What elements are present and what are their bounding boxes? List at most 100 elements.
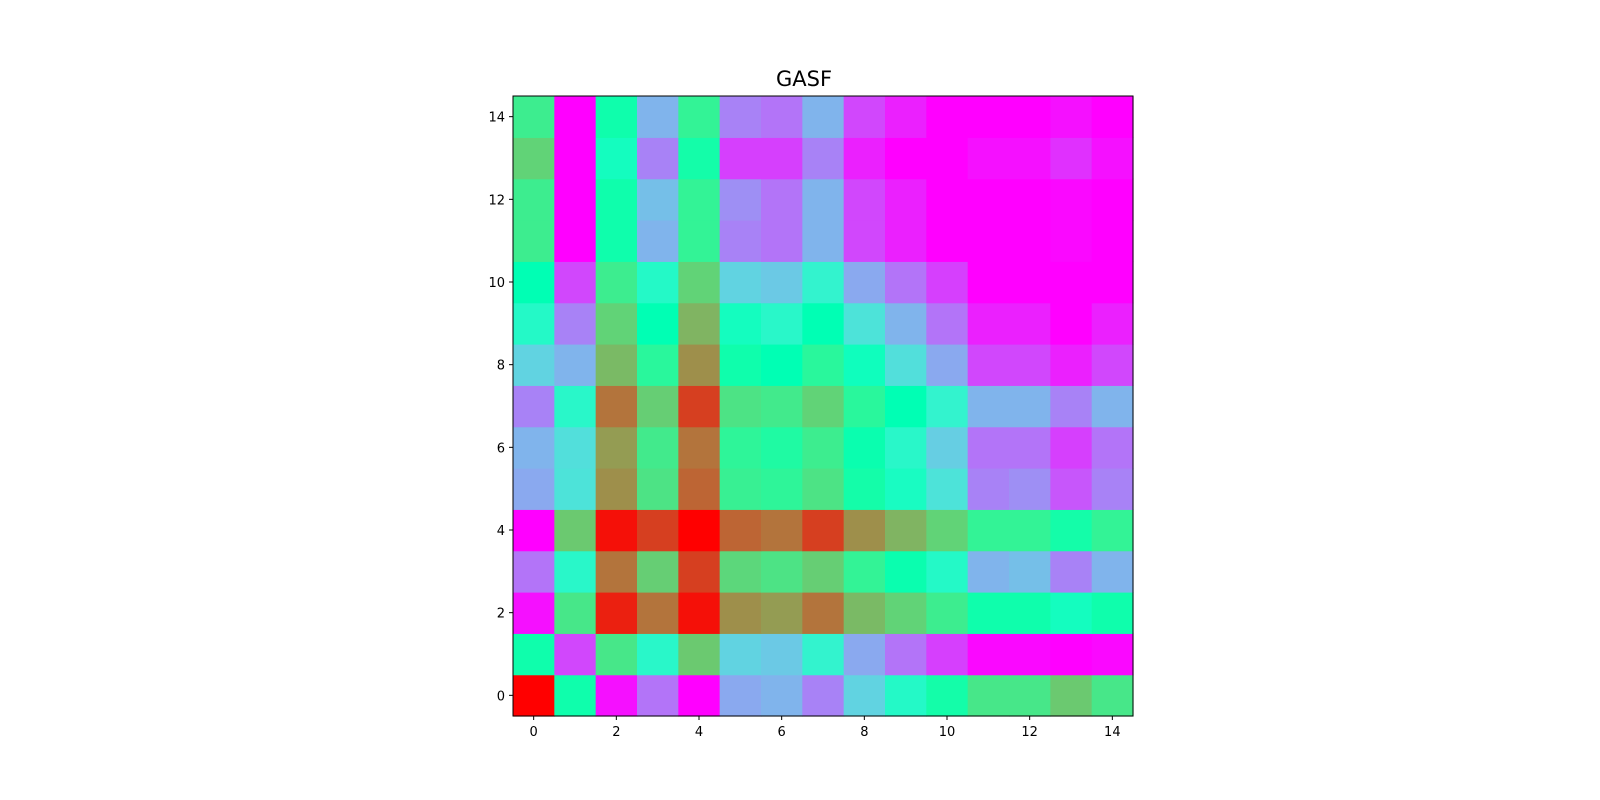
heatmap-cell-2-12 xyxy=(1009,592,1051,634)
heatmap-cell-5-13 xyxy=(1050,468,1093,510)
heatmap-cell-3-8 xyxy=(843,550,886,593)
heatmap-cell-0-5 xyxy=(719,674,762,717)
heatmap-cell-9-12 xyxy=(1009,302,1051,345)
heatmap-cell-9-10 xyxy=(926,302,969,345)
heatmap-cell-9-8 xyxy=(843,302,886,345)
heatmap-cell-3-2 xyxy=(595,550,638,593)
heatmap-cell-11-5 xyxy=(719,220,762,262)
plot-frame xyxy=(512,95,1134,717)
heatmap-cell-13-5 xyxy=(719,137,762,180)
heatmap-cell-12-2 xyxy=(595,178,638,221)
heatmap-cell-1-4 xyxy=(678,633,721,676)
heatmap-cell-0-1 xyxy=(554,674,597,717)
heatmap-cell-0-7 xyxy=(802,674,845,717)
heatmap-cell-4-6 xyxy=(761,509,803,552)
heatmap-cell-8-7 xyxy=(802,344,845,386)
heatmap-cell-13-11 xyxy=(967,137,1010,180)
heatmap-cell-12-12 xyxy=(1009,178,1051,221)
heatmap-cell-12-11 xyxy=(967,178,1010,221)
heatmap-cell-0-9 xyxy=(885,674,927,717)
heatmap-cell-8-4 xyxy=(678,344,721,386)
heatmap-cell-2-4 xyxy=(678,592,721,634)
heatmap-cell-0-4 xyxy=(678,674,721,717)
heatmap-cell-10-10 xyxy=(926,261,969,304)
heatmap-cell-2-6 xyxy=(761,592,803,634)
heatmap-cell-2-8 xyxy=(843,592,886,634)
heatmap-cell-1-13 xyxy=(1050,633,1093,676)
heatmap-cell-9-11 xyxy=(967,302,1010,345)
heatmap-cell-8-12 xyxy=(1009,344,1051,386)
heatmap-cell-2-2 xyxy=(595,592,638,634)
heatmap-cell-7-14 xyxy=(1091,385,1134,428)
chart-title: GASF xyxy=(776,67,832,91)
x-tick-label: 6 xyxy=(778,725,786,740)
heatmap-cell-5-9 xyxy=(885,468,927,510)
heatmap-cell-8-5 xyxy=(719,344,762,386)
heatmap-cell-9-9 xyxy=(885,302,927,345)
heatmap-cell-4-14 xyxy=(1091,509,1134,552)
heatmap-cell-3-14 xyxy=(1091,550,1134,593)
heatmap-cell-4-3 xyxy=(637,509,679,552)
heatmap-cell-5-2 xyxy=(595,468,638,510)
heatmap-cell-5-0 xyxy=(513,468,555,510)
heatmap-cell-14-10 xyxy=(926,96,969,138)
heatmap-cell-1-2 xyxy=(595,633,638,676)
heatmap-cell-5-5 xyxy=(719,468,762,510)
heatmap-cell-10-8 xyxy=(843,261,886,304)
heatmap-cell-14-0 xyxy=(513,96,555,138)
heatmap-cell-7-6 xyxy=(761,385,803,428)
heatmap-cell-7-4 xyxy=(678,385,721,428)
heatmap-cell-10-2 xyxy=(595,261,638,304)
heatmap-cell-9-0 xyxy=(513,302,555,345)
heatmap-cell-10-12 xyxy=(1009,261,1051,304)
heatmap-cell-7-12 xyxy=(1009,385,1051,428)
heatmap-cell-5-6 xyxy=(761,468,803,510)
heatmap-cell-6-12 xyxy=(1009,426,1051,469)
heatmap-cell-7-2 xyxy=(595,385,638,428)
heatmap-cell-11-9 xyxy=(885,220,927,262)
heatmap-cell-4-5 xyxy=(719,509,762,552)
heatmap-cell-0-6 xyxy=(761,674,803,717)
heatmap-cell-0-3 xyxy=(637,674,679,717)
heatmap-cell-14-7 xyxy=(802,96,845,138)
heatmap-cell-13-14 xyxy=(1091,137,1134,180)
heatmap-cell-1-7 xyxy=(802,633,845,676)
heatmap-cell-14-1 xyxy=(554,96,597,138)
heatmap-cell-4-10 xyxy=(926,509,969,552)
heatmap-cell-6-14 xyxy=(1091,426,1134,469)
heatmap-cell-14-11 xyxy=(967,96,1010,138)
heatmap-cells xyxy=(513,96,1134,717)
heatmap-cell-13-2 xyxy=(595,137,638,180)
heatmap-cell-8-1 xyxy=(554,344,597,386)
heatmap-cell-0-2 xyxy=(595,674,638,717)
heatmap-cell-11-4 xyxy=(678,220,721,262)
heatmap-cell-14-3 xyxy=(637,96,679,138)
heatmap-cell-0-11 xyxy=(967,674,1010,717)
heatmap-cell-9-1 xyxy=(554,302,597,345)
heatmap-cell-6-2 xyxy=(595,426,638,469)
heatmap-cell-8-0 xyxy=(513,344,555,386)
y-tick-label: 0 xyxy=(497,689,505,704)
heatmap-cell-3-12 xyxy=(1009,550,1051,593)
heatmap-cell-5-8 xyxy=(843,468,886,510)
heatmap-cell-2-7 xyxy=(802,592,845,634)
heatmap-cell-2-3 xyxy=(637,592,679,634)
heatmap-cell-3-4 xyxy=(678,550,721,593)
heatmap-cell-4-1 xyxy=(554,509,597,552)
heatmap-cell-4-0 xyxy=(513,509,555,552)
heatmap-cell-10-3 xyxy=(637,261,679,304)
heatmap-cell-9-13 xyxy=(1050,302,1093,345)
heatmap-cell-13-7 xyxy=(802,137,845,180)
heatmap-cell-4-8 xyxy=(843,509,886,552)
heatmap-cell-10-1 xyxy=(554,261,597,304)
heatmap-cell-11-11 xyxy=(967,220,1010,262)
heatmap-cell-12-4 xyxy=(678,178,721,221)
y-tick-label: 4 xyxy=(497,524,505,539)
heatmap-cell-2-10 xyxy=(926,592,969,634)
heatmap-cell-9-5 xyxy=(719,302,762,345)
heatmap-cell-11-2 xyxy=(595,220,638,262)
x-tick-label: 12 xyxy=(1021,725,1038,740)
heatmap-cell-6-0 xyxy=(513,426,555,469)
heatmap-cell-6-4 xyxy=(678,426,721,469)
